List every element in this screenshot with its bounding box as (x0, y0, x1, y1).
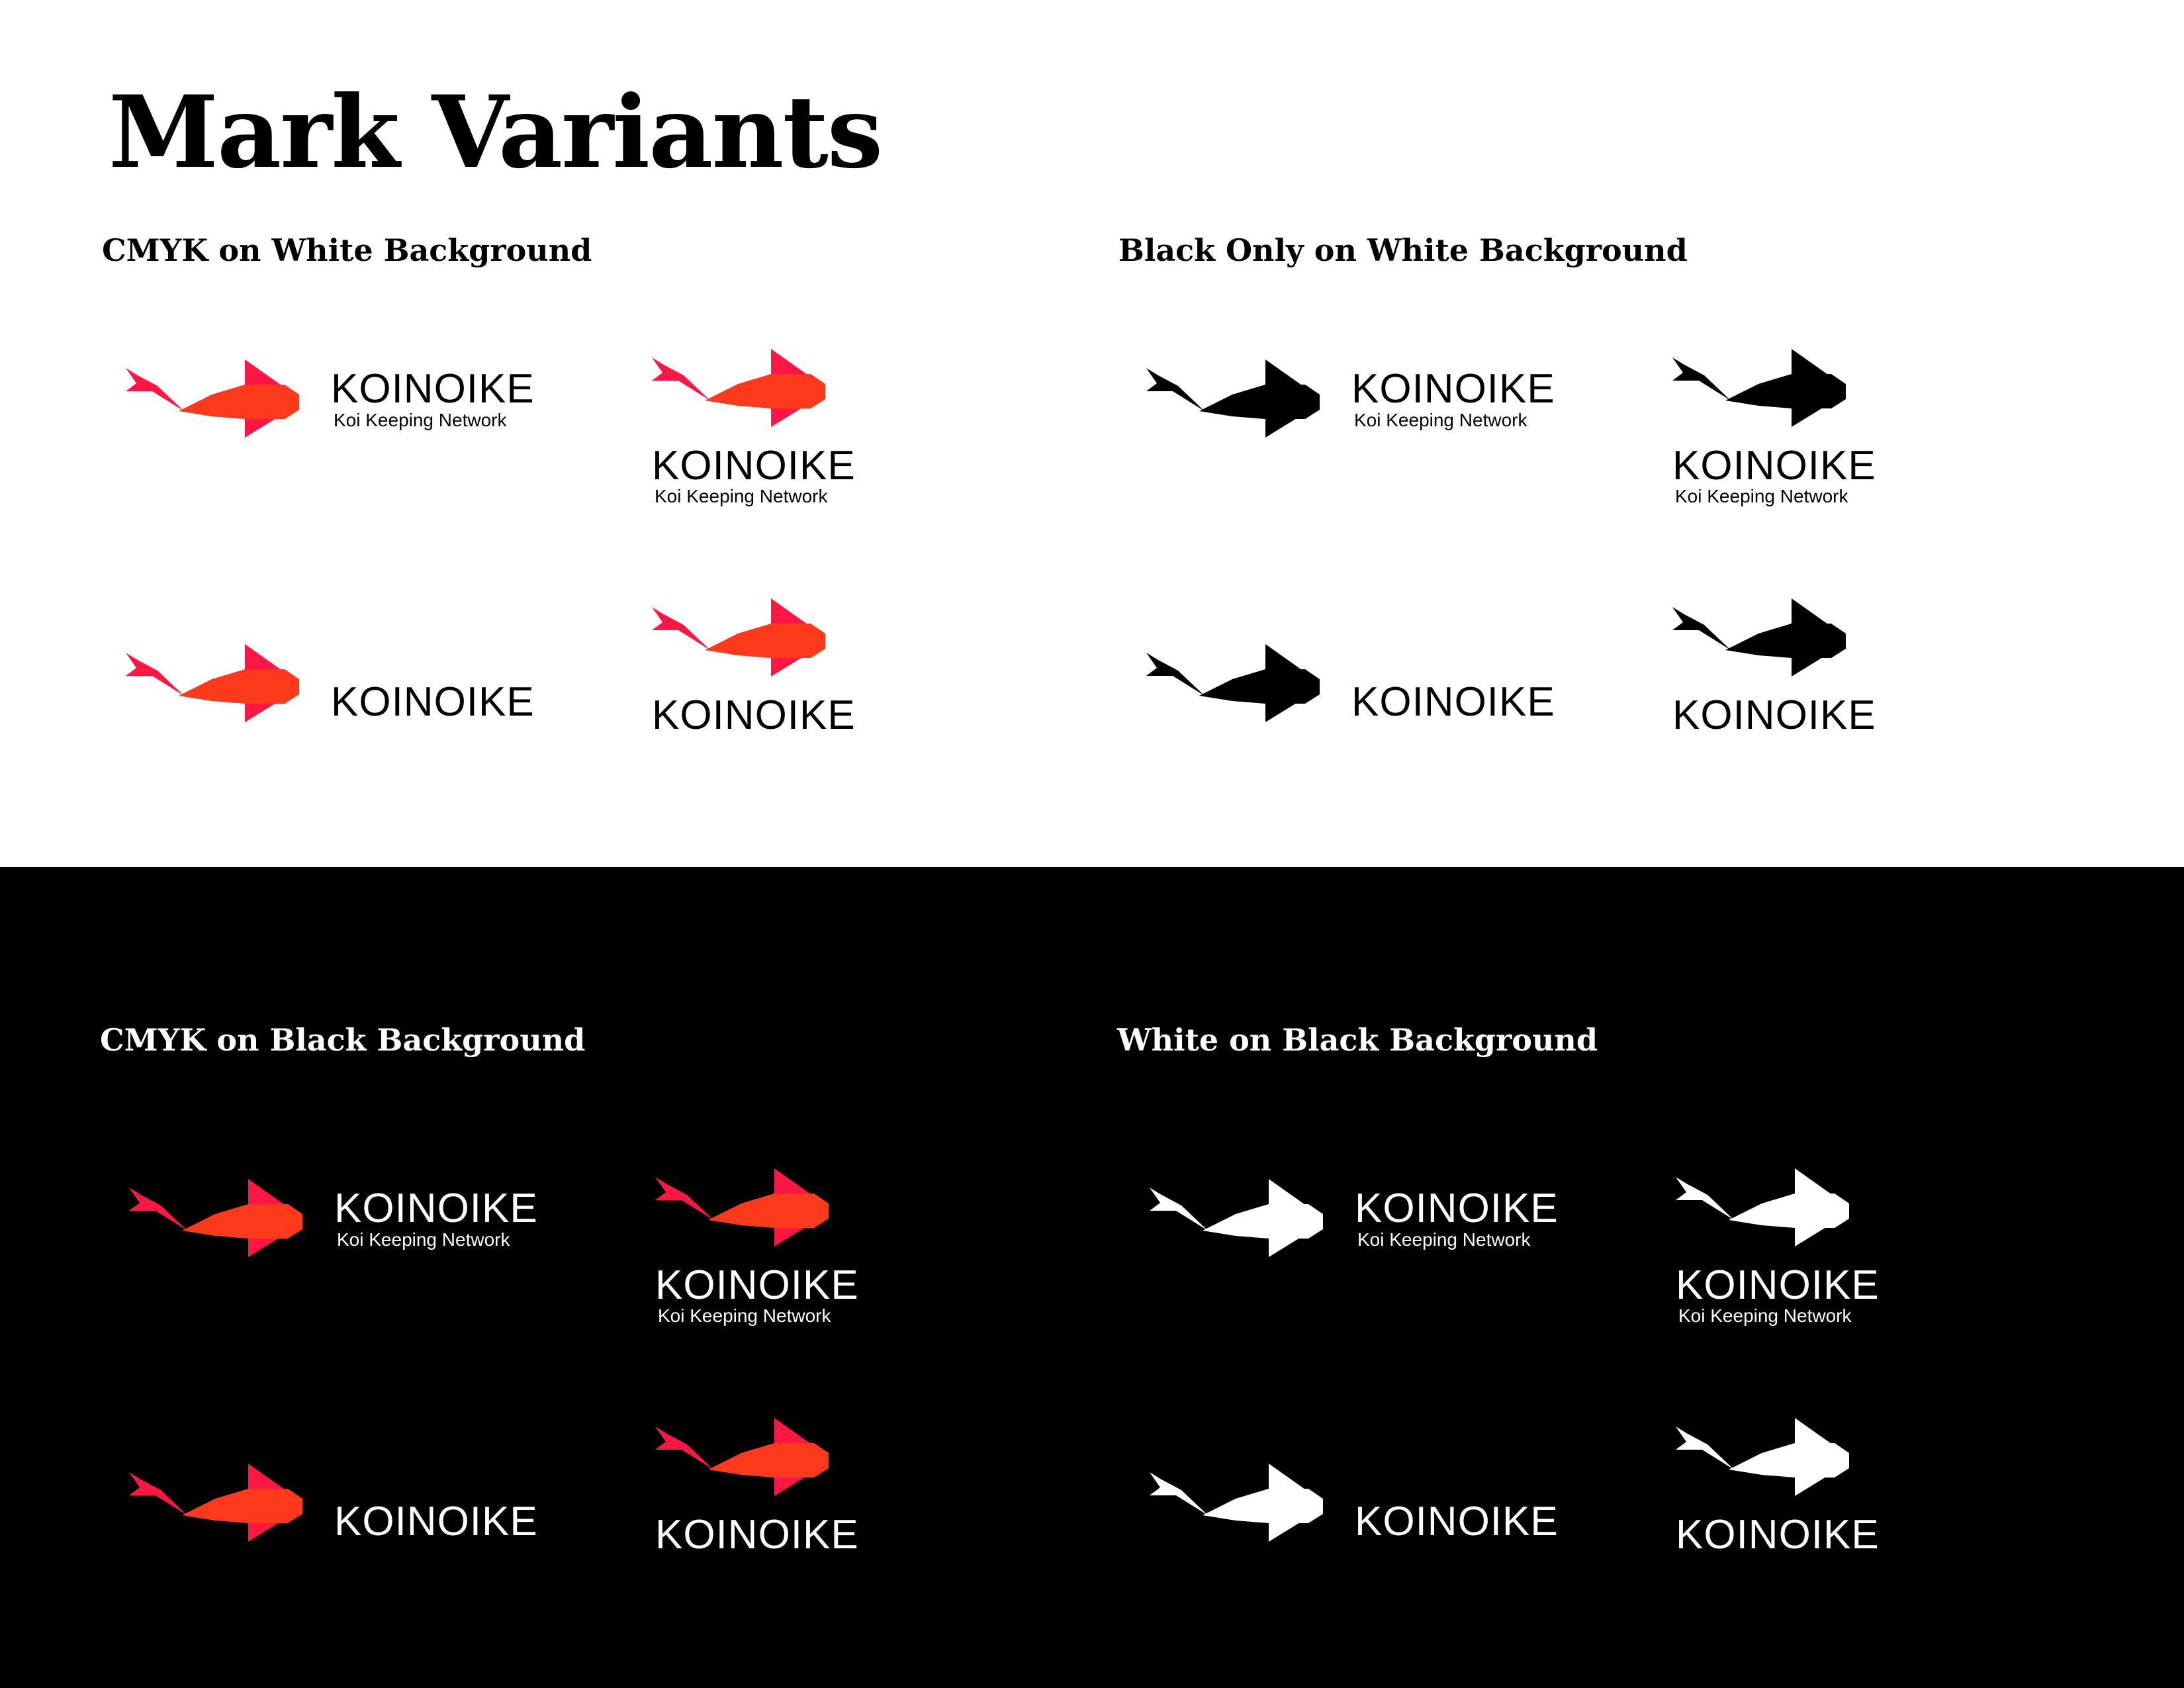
koi-fish-icon (1150, 1179, 1323, 1257)
tagline: Koi Keeping Network (1357, 1229, 1531, 1250)
koi-body (1729, 1194, 1849, 1228)
koi-dorsal-fin (1792, 349, 1835, 379)
koi-fish-icon (126, 644, 299, 722)
koi-body (705, 374, 825, 408)
wordmark: KOINOIKE (334, 1499, 538, 1544)
koi-dorsal-fin (1792, 598, 1835, 629)
koi-tail-fin (1150, 1472, 1208, 1515)
koi-tail-fin (1676, 1177, 1734, 1220)
koi-body (1203, 1204, 1323, 1239)
tagline: Koi Keeping Network (658, 1305, 831, 1326)
koi-tail-fin (129, 1472, 187, 1515)
wordmark: KOINOIKE (655, 1512, 859, 1558)
tagline: Koi Keeping Network (655, 486, 828, 506)
koi-dorsal-fin (1265, 359, 1308, 390)
koi-fish-icon (129, 1464, 302, 1542)
wordmark: KOINOIKE (655, 1262, 859, 1308)
koi-dorsal-fin (245, 644, 288, 675)
wordmark: KOINOIKE (1355, 1186, 1559, 1231)
wordmark: KOINOIKE (652, 443, 856, 489)
koi-fish-icon (652, 598, 825, 677)
wordmark: KOINOIKE (331, 679, 535, 725)
wordmark: KOINOIKE (334, 1186, 538, 1231)
koi-tail-fin (1146, 368, 1205, 411)
koi-tail-fin (1672, 607, 1731, 650)
section-heading-white-black: White on Black Background (1117, 1022, 1598, 1058)
koi-fish-icon (1672, 349, 1846, 427)
koi-fish-icon (655, 1168, 829, 1246)
koi-tail-fin (655, 1177, 713, 1220)
koi-tail-fin (652, 357, 710, 400)
koi-dorsal-fin (1269, 1464, 1312, 1494)
koi-dorsal-fin (248, 1179, 291, 1209)
koi-tail-fin (652, 607, 710, 650)
koi-dorsal-fin (771, 349, 814, 379)
koi-fish-icon (129, 1179, 302, 1257)
koi-fish-icon (1676, 1168, 1849, 1246)
wordmark: KOINOIKE (1676, 1262, 1880, 1308)
koi-dorsal-fin (245, 359, 288, 390)
koi-tail-fin (126, 368, 184, 411)
section-heading-black-white: Black Only on White Background (1118, 232, 1688, 268)
wordmark: KOINOIKE (1672, 692, 1876, 738)
koi-fish-icon (126, 359, 299, 438)
wordmark: KOINOIKE (1676, 1512, 1880, 1558)
section-heading-cmyk-white: CMYK on White Background (102, 232, 592, 268)
koi-body (182, 1489, 302, 1523)
koi-fish-icon (1146, 359, 1320, 438)
koi-tail-fin (1146, 653, 1205, 696)
wordmark: KOINOIKE (652, 692, 856, 738)
tagline: Koi Keeping Network (337, 1229, 510, 1250)
koi-dorsal-fin (1795, 1168, 1838, 1199)
koi-tail-fin (1672, 357, 1731, 400)
koi-body (182, 1204, 302, 1239)
tagline: Koi Keeping Network (1675, 486, 1848, 506)
koi-dorsal-fin (774, 1168, 817, 1199)
koi-tail-fin (126, 653, 184, 696)
section-heading-cmyk-black: CMYK on Black Background (100, 1022, 586, 1058)
koi-fish-icon (1676, 1418, 1849, 1496)
dark-background-panel (0, 867, 2184, 1688)
koi-dorsal-fin (1269, 1179, 1312, 1209)
koi-dorsal-fin (248, 1464, 291, 1494)
koi-body (1725, 624, 1846, 658)
koi-dorsal-fin (1265, 644, 1308, 675)
koi-tail-fin (129, 1188, 187, 1231)
koi-fish-icon (1150, 1464, 1323, 1542)
koi-body (1725, 374, 1846, 408)
koi-dorsal-fin (774, 1418, 817, 1448)
koi-tail-fin (655, 1427, 713, 1470)
tagline: Koi Keeping Network (334, 410, 507, 430)
page-title: Mark Variants (109, 74, 883, 191)
wordmark: KOINOIKE (1672, 443, 1876, 489)
koi-fish-icon (652, 349, 825, 427)
wordmark: KOINOIKE (1351, 679, 1555, 725)
koi-body (1199, 385, 1320, 419)
tagline: Koi Keeping Network (1354, 410, 1527, 430)
koi-body (708, 1443, 829, 1477)
koi-fish-icon (1672, 598, 1846, 677)
wordmark: KOINOIKE (1351, 366, 1555, 412)
koi-body (705, 624, 825, 658)
koi-tail-fin (1150, 1188, 1208, 1231)
koi-tail-fin (1676, 1427, 1734, 1470)
koi-body (179, 385, 299, 419)
koi-body (1199, 669, 1320, 704)
koi-fish-icon (655, 1418, 829, 1496)
koi-body (708, 1194, 829, 1228)
koi-body (1203, 1489, 1323, 1523)
koi-fish-icon (1146, 644, 1320, 722)
koi-dorsal-fin (1795, 1418, 1838, 1448)
tagline: Koi Keeping Network (1678, 1305, 1852, 1326)
koi-body (1729, 1443, 1849, 1477)
wordmark: KOINOIKE (1355, 1499, 1559, 1544)
koi-dorsal-fin (771, 598, 814, 629)
koi-body (179, 669, 299, 704)
wordmark: KOINOIKE (331, 366, 535, 412)
